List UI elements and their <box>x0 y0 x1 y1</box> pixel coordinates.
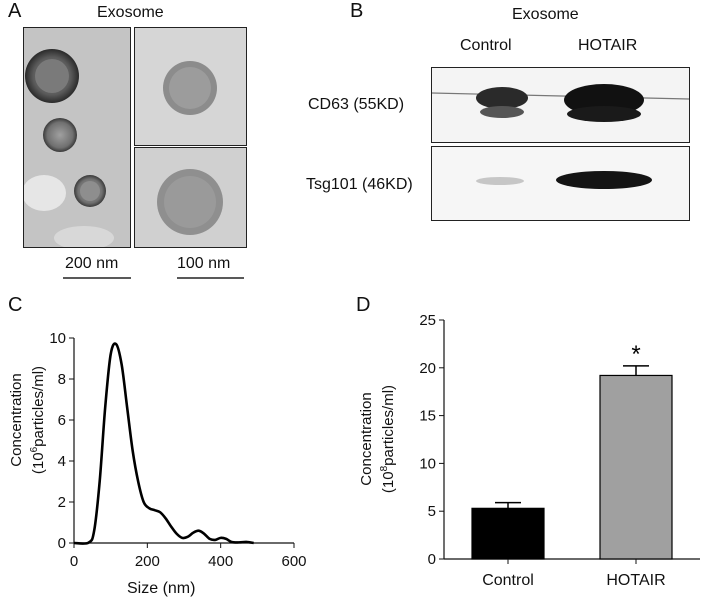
tem-image-large-graphic <box>24 28 130 247</box>
chart-d-bar-control <box>471 507 545 560</box>
tem-image-bottom-right-graphic <box>135 148 246 247</box>
chart-d-x-tick-label: HOTAIR <box>606 572 665 589</box>
tem-image-top-right <box>134 27 247 146</box>
chart-d-bar-hotair <box>599 374 673 560</box>
chart-c-x-tick-label: 600 <box>281 553 306 570</box>
chart-c-x-tick-label: 200 <box>135 553 160 570</box>
blot-cd63-graphic <box>432 68 689 142</box>
panel-a-letter: A <box>8 0 22 22</box>
chart-d-y-tick-label: 20 <box>419 360 436 377</box>
panel-b-title: Exosome <box>512 6 579 23</box>
chart-c-x-tick-label: 400 <box>208 553 233 570</box>
panel-a-title: Exosome <box>97 4 164 21</box>
lane-label-control: Control <box>460 37 512 54</box>
chart-c-y-tick-label: 4 <box>58 453 66 470</box>
chart-c-y-tick-label: 8 <box>58 371 66 388</box>
chart-d-y-tick-label: 5 <box>428 503 436 520</box>
lane-label-hotair: HOTAIR <box>578 37 638 54</box>
chart-d-y-tick-label: 0 <box>428 551 436 568</box>
tem-image-large <box>23 27 131 248</box>
band-label-cd63: CD63 (55KD) <box>308 96 405 113</box>
tem-image-bottom-right <box>134 147 247 248</box>
chart-c-xlabel: Size (nm) <box>127 580 196 597</box>
blot-tsg101 <box>431 146 690 221</box>
chart-c-y-tick-label: 2 <box>58 494 66 511</box>
chart-d-x-tick-label: Control <box>482 572 534 589</box>
panel-b-letter: B <box>350 0 364 22</box>
band-label-tsg101: Tsg101 (46KD) <box>306 176 413 193</box>
panel-d-letter: D <box>356 294 371 316</box>
chart-c-y-tick-label: 6 <box>58 412 66 429</box>
blot-cd63 <box>431 67 690 143</box>
chart-c-y-tick-label: 0 <box>58 535 66 552</box>
chart-d-y-tick-label: 15 <box>419 408 436 425</box>
chart-d-y-tick-label: 10 <box>419 455 436 472</box>
chart-c-x-tick-label: 0 <box>70 553 78 570</box>
blot-tsg101-graphic <box>432 147 689 220</box>
chart-d-y-tick-label: 25 <box>419 312 436 329</box>
scale-bar-label-100nm: 100 nm <box>177 255 231 272</box>
chart-c-y-tick-label: 10 <box>49 330 66 347</box>
chart-d-significance-annotation: * <box>631 341 640 368</box>
chart-c-series-line-0 <box>73 342 254 545</box>
panel-c-letter: C <box>8 294 23 316</box>
tem-image-top-right-graphic <box>135 28 246 145</box>
scale-bar-label-200nm: 200 nm <box>65 255 119 272</box>
